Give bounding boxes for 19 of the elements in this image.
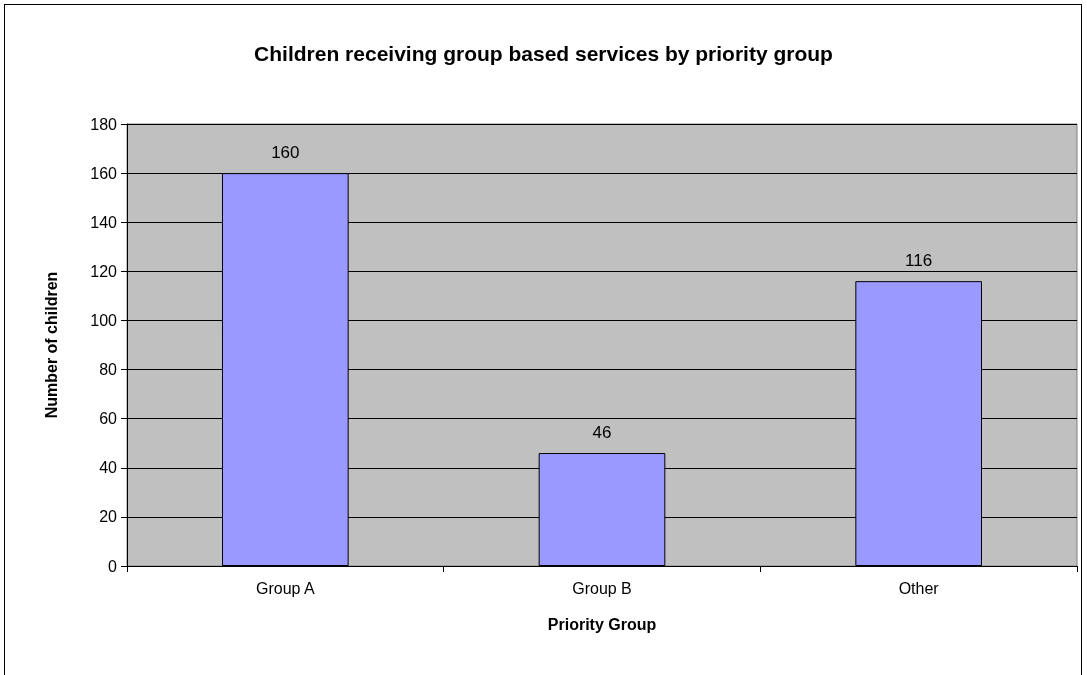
data-label: 160 (271, 143, 300, 163)
data-label: 116 (905, 251, 933, 271)
x-tick-label: Group A (255, 579, 316, 597)
y-tick-label: 160 (90, 164, 118, 182)
x-tick-label: Other (898, 579, 940, 597)
y-tick-label: 120 (90, 262, 118, 280)
y-tick-label: 40 (99, 459, 118, 477)
y-axis-title: Number of children (42, 271, 60, 419)
y-tick-label: 140 (90, 213, 118, 231)
y-tick-label: 80 (99, 361, 118, 379)
y-tick-label: 60 (99, 410, 118, 428)
y-tick-label: 0 (108, 557, 118, 575)
y-tick-label: 20 (99, 508, 118, 526)
x-axis-title: Priority Group (547, 615, 657, 633)
chart-title: Children receiving group based services by priority group (254, 42, 833, 65)
x-tick-label: Group B (572, 579, 632, 597)
y-tick-label: 180 (90, 115, 118, 133)
data-label: 46 (592, 423, 612, 443)
y-tick-label: 100 (90, 311, 118, 329)
